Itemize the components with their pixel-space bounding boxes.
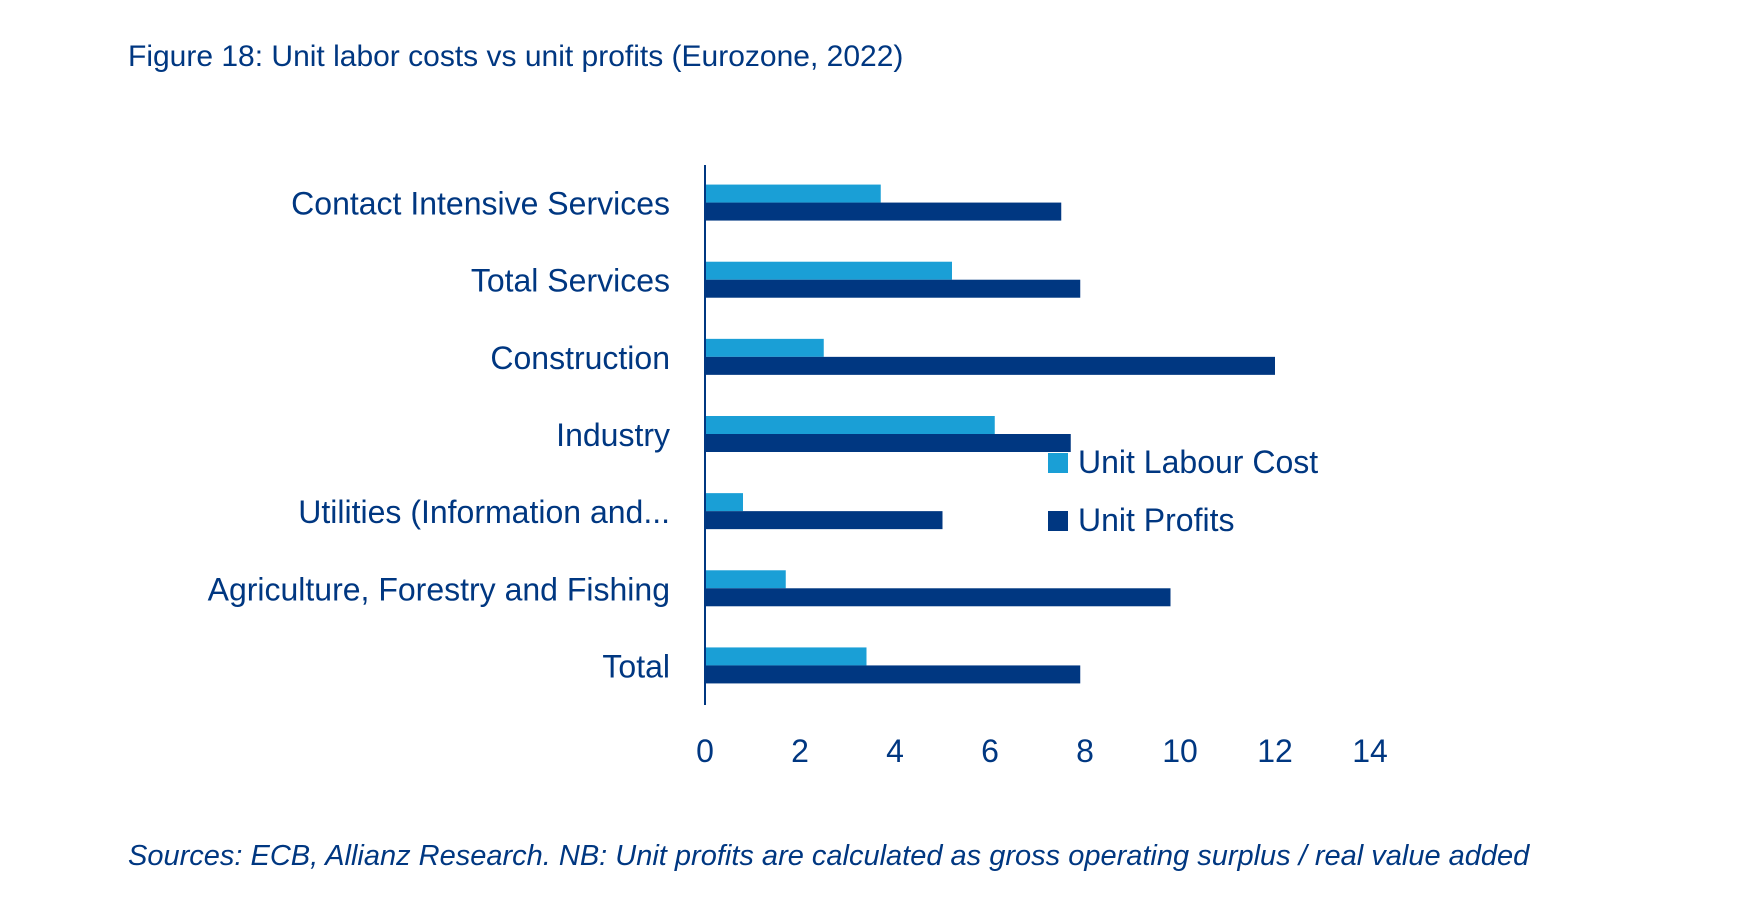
- bar-unit-labour-cost-1: [705, 261, 952, 280]
- chart-title: Figure 18: Unit labor costs vs unit prof…: [128, 40, 904, 73]
- bars-group: [705, 184, 1275, 684]
- bar-unit-profits-2: [705, 356, 1275, 375]
- x-tick-label: 0: [696, 733, 714, 769]
- category-label: Construction: [490, 340, 670, 376]
- x-tick-label: 8: [1076, 733, 1094, 769]
- x-tick-label: 14: [1352, 733, 1388, 769]
- bar-unit-labour-cost-3: [705, 416, 995, 434]
- category-label: Total Services: [471, 263, 670, 299]
- x-tick-label: 10: [1162, 733, 1198, 769]
- bar-unit-labour-cost-6: [705, 647, 867, 666]
- bar-unit-profits-5: [705, 588, 1171, 607]
- category-label: Total: [602, 648, 670, 684]
- bar-unit-profits-3: [705, 434, 1071, 452]
- bar-unit-profits-1: [705, 279, 1081, 298]
- x-tick-label: 12: [1257, 733, 1293, 769]
- legend-swatch-unit-labour-cost: [1048, 453, 1068, 473]
- bar-unit-labour-cost-4: [705, 493, 743, 512]
- bar-unit-profits-6: [705, 665, 1081, 684]
- source-note: Sources: ECB, Allianz Research. NB: Unit…: [128, 840, 1530, 872]
- bar-unit-profits-0: [705, 202, 1062, 221]
- category-label: Contact Intensive Services: [291, 186, 670, 222]
- x-tick-label: 6: [981, 733, 999, 769]
- legend-label-unit-labour-cost: Unit Labour Cost: [1078, 444, 1318, 480]
- category-label: Agriculture, Forestry and Fishing: [208, 571, 670, 607]
- legend-label-unit-profits: Unit Profits: [1078, 502, 1234, 538]
- bar-unit-labour-cost-2: [705, 338, 824, 357]
- x-tick-label: 2: [791, 733, 809, 769]
- legend: Unit Labour Cost Unit Profits: [1048, 444, 1318, 538]
- legend-swatch-unit-profits: [1048, 511, 1068, 531]
- category-label: Utilities (Information and...: [298, 494, 670, 530]
- x-tick-label: 4: [886, 733, 904, 769]
- category-labels: Contact Intensive Services Total Services…: [208, 186, 670, 685]
- bar-unit-profits-4: [705, 511, 943, 530]
- x-tick-labels: 0 2 4 6 8 10 12 14: [696, 733, 1388, 769]
- bar-unit-labour-cost-5: [705, 570, 786, 589]
- category-label: Industry: [556, 417, 670, 453]
- bar-unit-labour-cost-0: [705, 184, 881, 203]
